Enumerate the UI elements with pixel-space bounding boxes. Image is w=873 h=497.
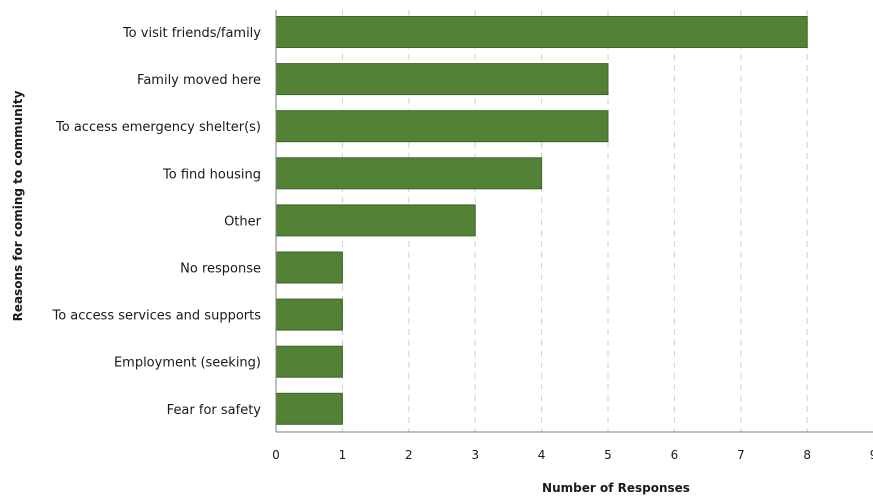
x-tick-label: 4: [538, 448, 546, 462]
bars: [275, 16, 808, 425]
bar: [275, 251, 343, 284]
tick-labels: 0 1 2 3 4 5 6 7 8 9: [272, 448, 873, 462]
category-label: To access services and supports: [51, 309, 261, 324]
bar: [275, 204, 476, 237]
category-label: Other: [224, 214, 262, 229]
category-labels: To visit friends/family Family moved here…: [51, 26, 261, 418]
x-axis-title: Number of Responses: [542, 481, 690, 495]
x-tick-label: 0: [272, 448, 280, 462]
category-label: No response: [180, 262, 261, 277]
x-tick-label: 8: [803, 448, 811, 462]
bar: [275, 157, 543, 190]
bar: [275, 63, 609, 96]
y-axis-title: Reasons for coming to community: [11, 90, 25, 321]
bar: [275, 298, 343, 331]
bar: [275, 110, 609, 143]
category-label: To visit friends/family: [122, 26, 261, 41]
axes: [275, 10, 873, 433]
category-label: To find housing: [162, 167, 261, 182]
x-tick-label: 5: [604, 448, 612, 462]
x-tick-label: 1: [339, 448, 347, 462]
x-tick-label: 2: [405, 448, 413, 462]
category-label: To access emergency shelter(s): [55, 120, 261, 135]
x-tick-label: 7: [737, 448, 745, 462]
x-tick-label: 9: [870, 448, 873, 462]
bar: [275, 16, 808, 48]
bar: [275, 345, 343, 378]
x-tick-label: 3: [471, 448, 479, 462]
x-tick-label: 6: [671, 448, 679, 462]
bar: [275, 392, 343, 425]
category-label: Fear for safety: [167, 403, 262, 418]
category-label: Employment (seeking): [114, 356, 261, 371]
category-label: Family moved here: [137, 73, 261, 88]
